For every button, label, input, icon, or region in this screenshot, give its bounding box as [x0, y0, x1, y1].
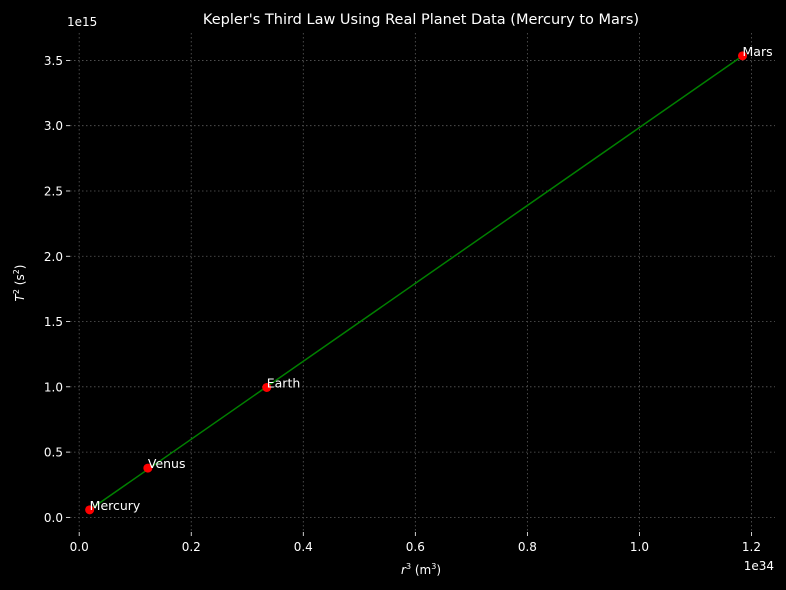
- planet-point: [738, 51, 748, 61]
- y-axis-title-unit-open: (s: [13, 274, 27, 289]
- x-axis-title: r3 (m3): [401, 562, 441, 577]
- y-axis-title-sup: 2: [12, 289, 21, 294]
- x-axis-title-unit-close: ): [436, 563, 441, 577]
- planet-point: [85, 505, 95, 515]
- y-axis-title: T2 (s2): [12, 265, 27, 302]
- y-axis-title-base: T: [13, 292, 27, 301]
- x-tick-label: 0.4: [294, 540, 313, 554]
- x-tick-label: 0.2: [182, 540, 201, 554]
- planet-point: [143, 463, 153, 473]
- x-tick-label: 0.8: [518, 540, 537, 554]
- planet-label: Mercury: [90, 498, 141, 513]
- y-tick-label: 0.5: [44, 446, 63, 460]
- y-tick-label: 2.5: [44, 184, 63, 198]
- x-axis-title-base: r: [401, 563, 407, 577]
- y-tick-label: 0.0: [44, 511, 63, 525]
- planet-label: Venus: [148, 456, 186, 471]
- x-axis-title-unit-open: (m: [411, 563, 431, 577]
- y-axis-offset-text: 1e15: [67, 15, 97, 29]
- planet-label: Mars: [743, 44, 773, 59]
- y-axis-ticks: 0.0 0.5 1.0 1.5 2.0 2.5 3.0 3.5: [44, 54, 70, 525]
- chart-title: Kepler's Third Law Using Real Planet Dat…: [203, 12, 639, 28]
- x-axis-ticks: 0.0 0.2 0.4 0.6 0.8 1.0 1.2: [70, 532, 761, 554]
- y-tick-label: 3.0: [44, 119, 63, 133]
- y-axis-title-unit-sup: 2: [12, 269, 21, 274]
- x-axis-title-unit-sup: 3: [431, 562, 436, 571]
- x-tick-label: 1.2: [742, 540, 761, 554]
- fit-line-layer: [89, 55, 743, 511]
- x-tick-label: 0.0: [70, 540, 89, 554]
- y-tick-label: 3.5: [44, 54, 63, 68]
- y-tick-label: 1.0: [44, 380, 63, 394]
- x-tick-label: 1.0: [630, 540, 649, 554]
- x-axis-title-sup: 3: [406, 562, 411, 571]
- y-axis-title-unit-close: ): [13, 265, 27, 270]
- planet-label: Earth: [267, 375, 301, 390]
- x-tick-label: 0.6: [406, 540, 425, 554]
- planet-point: [262, 382, 272, 392]
- points-layer: Mercury Venus Earth Mars: [85, 44, 773, 515]
- fit-line: [89, 55, 743, 511]
- x-axis-offset-text: 1e34: [744, 559, 774, 573]
- y-tick-label: 1.5: [44, 315, 63, 329]
- y-tick-label: 2.0: [44, 250, 63, 264]
